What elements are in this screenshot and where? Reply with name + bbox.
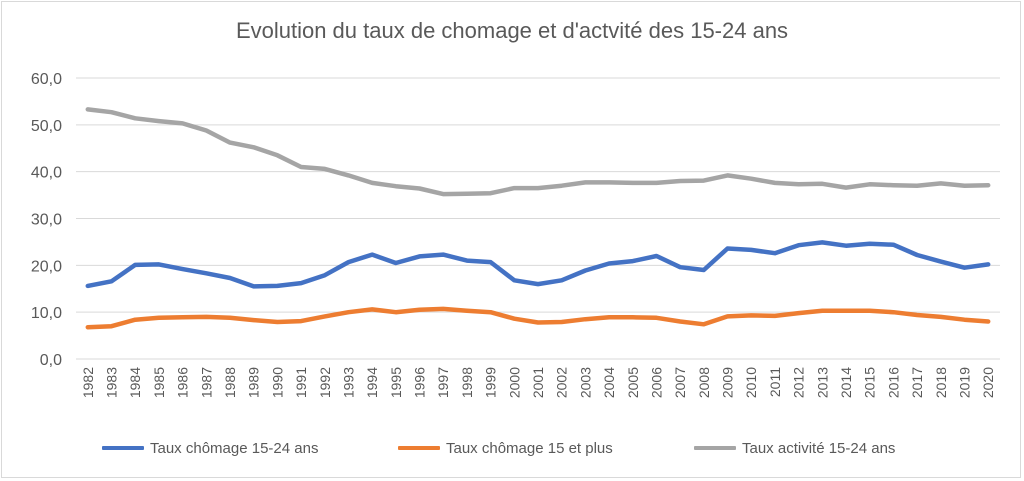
series-line-2 <box>85 306 991 330</box>
series-line-3 <box>85 107 991 197</box>
x-tick-label-2012: 2012 <box>791 367 807 398</box>
legend-swatch-series-3 <box>694 446 736 450</box>
x-tick-label-2016: 2016 <box>885 367 901 398</box>
y-axis-ticks: 0,0 10,0 20,0 30,0 40,0 50,0 60,0 <box>31 71 62 369</box>
legend-label-series-3: Taux activité 15-24 ans <box>742 439 896 457</box>
y-tick-label-1: 10,0 <box>31 305 62 322</box>
gridlines <box>76 77 1000 360</box>
x-tick-label-2005: 2005 <box>625 367 641 398</box>
legend-item-series-3: Taux activité 15-24 ans <box>694 436 895 460</box>
x-tick-label-2013: 2013 <box>814 367 830 398</box>
x-tick-label-1985: 1985 <box>151 367 167 398</box>
x-tick-label-1994: 1994 <box>364 367 380 398</box>
x-tick-label-2015: 2015 <box>862 367 878 398</box>
x-tick-label-1988: 1988 <box>222 367 238 398</box>
x-tick-label-2007: 2007 <box>672 367 688 398</box>
x-tick-label-1992: 1992 <box>317 367 333 398</box>
x-tick-label-2014: 2014 <box>838 367 854 398</box>
y-tick-label-2: 20,0 <box>31 258 62 275</box>
x-tick-label-1986: 1986 <box>175 367 191 398</box>
x-tick-label-1984: 1984 <box>127 367 143 398</box>
legend-label-series-2: Taux chômage 15 et plus <box>446 439 613 457</box>
x-tick-label-2001: 2001 <box>530 367 546 398</box>
legend: Taux chômage 15-24 ans Taux chômage 15 e… <box>0 436 1024 460</box>
chart-title: Evolution du taux de chomage et d'actvit… <box>235 18 789 43</box>
series-lines <box>85 107 991 330</box>
y-tick-label-0: 0,0 <box>40 352 62 369</box>
x-tick-label-2010: 2010 <box>743 367 759 398</box>
x-tick-label-1990: 1990 <box>269 367 285 398</box>
x-tick-label-2004: 2004 <box>601 367 617 398</box>
x-tick-label-1989: 1989 <box>246 367 262 398</box>
x-tick-label-2008: 2008 <box>696 367 712 398</box>
x-tick-label-2017: 2017 <box>909 367 925 398</box>
legend-swatch-series-2 <box>398 446 440 450</box>
x-tick-label-1998: 1998 <box>459 367 475 398</box>
x-tick-label-2020: 2020 <box>980 367 996 398</box>
x-tick-label-1999: 1999 <box>483 367 499 398</box>
x-tick-label-2018: 2018 <box>933 367 949 398</box>
x-tick-label-1987: 1987 <box>198 367 214 398</box>
x-tick-label-2002: 2002 <box>554 367 570 398</box>
x-tick-label-2003: 2003 <box>577 367 593 398</box>
x-tick-label-2019: 2019 <box>956 367 972 398</box>
y-tick-label-4: 40,0 <box>31 165 62 182</box>
y-tick-label-6: 60,0 <box>31 71 62 88</box>
x-tick-label-1993: 1993 <box>340 367 356 398</box>
x-tick-label-2000: 2000 <box>506 367 522 398</box>
x-tick-label-1982: 1982 <box>80 367 96 398</box>
legend-item-series-2: Taux chômage 15 et plus <box>398 436 613 460</box>
series-line-1 <box>85 240 991 289</box>
x-tick-label-1997: 1997 <box>435 367 451 398</box>
x-tick-label-1995: 1995 <box>388 367 404 398</box>
x-tick-label-1996: 1996 <box>412 367 428 398</box>
x-tick-label-2011: 2011 <box>767 367 783 397</box>
x-tick-label-2006: 2006 <box>648 367 664 398</box>
x-tick-label-1983: 1983 <box>104 367 120 398</box>
x-tick-label-2009: 2009 <box>720 367 736 398</box>
legend-item-series-1: Taux chômage 15-24 ans <box>102 436 318 460</box>
y-tick-label-3: 30,0 <box>31 212 62 229</box>
legend-label-series-1: Taux chômage 15-24 ans <box>150 439 319 457</box>
legend-swatch-series-1 <box>102 446 144 450</box>
x-axis-ticks: 1982 1983 1984 1985 1986 1987 1988 1989 1990 1991… <box>80 367 996 398</box>
x-tick-label-1991: 1991 <box>293 367 309 398</box>
y-tick-label-5: 50,0 <box>31 118 62 135</box>
